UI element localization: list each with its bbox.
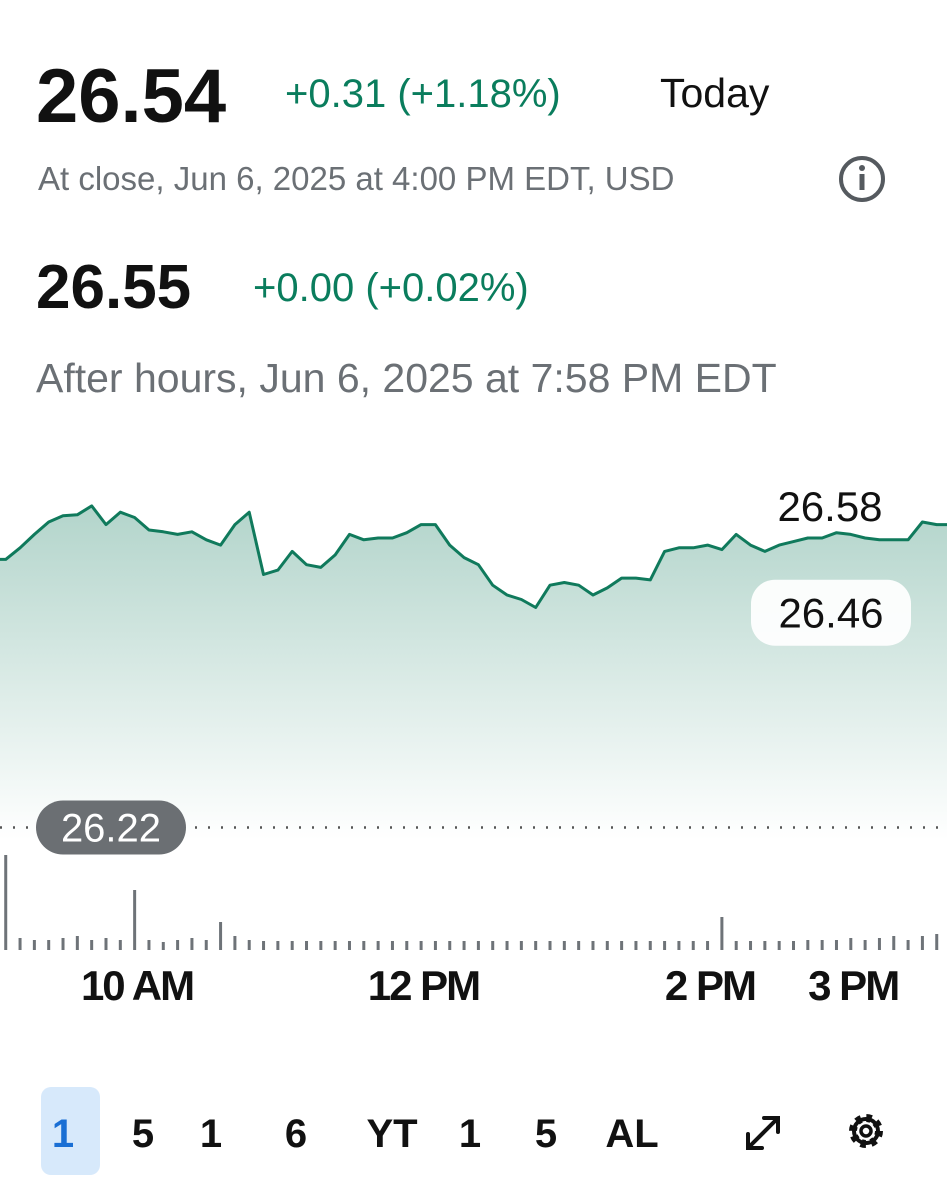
volume-bar: [305, 941, 309, 950]
range-button[interactable]: AL: [605, 1112, 658, 1156]
volume-bar: [777, 941, 781, 950]
volume-bar: [691, 941, 695, 950]
volume-bar: [290, 941, 294, 950]
volume-bar: [906, 940, 910, 950]
volume-bar: [4, 855, 8, 950]
volume-bar: [176, 940, 180, 950]
volume-bar: [534, 941, 538, 950]
volume-bar: [75, 936, 79, 950]
volume-bar: [505, 941, 509, 950]
volume-bar: [405, 941, 409, 950]
volume-bar: [577, 941, 581, 950]
chart: 26.22 26.58 26.46 10 AM 12 PM 2 PM 3 PM: [0, 483, 947, 1009]
volume-bar: [333, 941, 337, 950]
volume-bar: [591, 941, 595, 950]
volume-bar: [262, 941, 266, 950]
price-change: +0.31 (+1.18%): [285, 72, 561, 116]
price-area: [0, 505, 947, 840]
volume-bar: [247, 940, 251, 950]
volume-bar: [849, 938, 853, 950]
price-line: [0, 504, 947, 609]
volume-bar: [834, 940, 838, 950]
volume-bar: [620, 941, 624, 950]
volume-bar: [663, 941, 667, 950]
volume-bar: [749, 941, 753, 950]
volume-bar: [476, 941, 480, 950]
volume-bar: [190, 938, 194, 950]
volume-bar: [18, 938, 22, 950]
range-button[interactable]: 5: [535, 1112, 557, 1156]
volume-bar: [376, 941, 380, 950]
volume-bar: [734, 941, 738, 950]
volume-bar: [433, 941, 437, 950]
volume-bar: [877, 938, 881, 950]
range-button[interactable]: 5: [132, 1112, 154, 1156]
expand-icon[interactable]: [746, 1116, 780, 1150]
volume-bar: [720, 917, 724, 950]
volume-bar: [548, 941, 552, 950]
volume-bar: [204, 940, 208, 950]
range-button[interactable]: YT: [366, 1112, 417, 1156]
volume-bar: [562, 941, 566, 950]
volume-bar: [491, 941, 495, 950]
settings-icon[interactable]: [849, 1114, 883, 1148]
previous-close-pill: [36, 800, 186, 855]
x-tick-label: 10 AM: [81, 962, 193, 1009]
low-label: 26.46: [778, 590, 883, 637]
range-button[interactable]: 1: [200, 1112, 222, 1156]
volume-bar: [219, 922, 223, 950]
volume-bar: [104, 938, 108, 950]
volume-bar: [347, 941, 351, 950]
x-tick-label: 2 PM: [665, 962, 755, 1009]
volume-bar: [118, 940, 122, 950]
volume-bar: [763, 941, 767, 950]
volume-bar: [519, 941, 523, 950]
volume-bar: [920, 936, 924, 950]
volume-bar: [47, 940, 51, 950]
volume-bar: [634, 941, 638, 950]
close-note: At close, Jun 6, 2025 at 4:00 PM EDT, US…: [38, 160, 674, 197]
x-tick-label: 3 PM: [808, 962, 898, 1009]
volume-bar: [605, 941, 609, 950]
price: 26.54: [36, 54, 226, 139]
volume-bar: [390, 941, 394, 950]
volume-bar: [362, 941, 366, 950]
volume-bar: [820, 940, 824, 950]
volume-bar: [648, 941, 652, 950]
volume-bar: [935, 934, 939, 950]
volume-bar: [147, 940, 151, 950]
volume-bar: [90, 940, 94, 950]
after-hours-change: +0.00 (+0.02%): [253, 266, 529, 310]
volume-bar: [419, 941, 423, 950]
range-button[interactable]: 1: [52, 1112, 74, 1156]
volume-bar: [61, 938, 65, 950]
volume-bar: [706, 941, 710, 950]
volume-bar: [806, 940, 810, 950]
volume-bar: [319, 941, 323, 950]
volume-bar: [161, 942, 165, 950]
volume-bar: [462, 941, 466, 950]
volume-bar: [863, 940, 867, 950]
high-label: 26.58: [777, 483, 882, 530]
period: Today: [660, 70, 770, 116]
range-buttons: 1 5 1 6 YT 1 5 AL: [41, 1087, 659, 1175]
volume-bar: [32, 940, 36, 950]
previous-close-label: 26.22: [61, 807, 161, 851]
selected-range-bg: [41, 1087, 100, 1175]
volume-bar: [677, 941, 681, 950]
after-hours-price: 26.55: [36, 253, 191, 322]
volume-bar: [448, 941, 452, 950]
after-hours-note: After hours, Jun 6, 2025 at 7:58 PM EDT: [36, 355, 777, 401]
x-tick-label: 12 PM: [368, 962, 479, 1009]
low-pill: [751, 579, 911, 646]
range-button[interactable]: 6: [285, 1112, 307, 1156]
volume-bar: [233, 936, 237, 950]
volume-bar: [276, 941, 280, 950]
volume-bar: [133, 890, 137, 950]
info-icon[interactable]: [839, 156, 885, 202]
volume-bar: [892, 936, 896, 950]
range-button[interactable]: 1: [459, 1112, 481, 1156]
volume-bar: [792, 941, 796, 950]
